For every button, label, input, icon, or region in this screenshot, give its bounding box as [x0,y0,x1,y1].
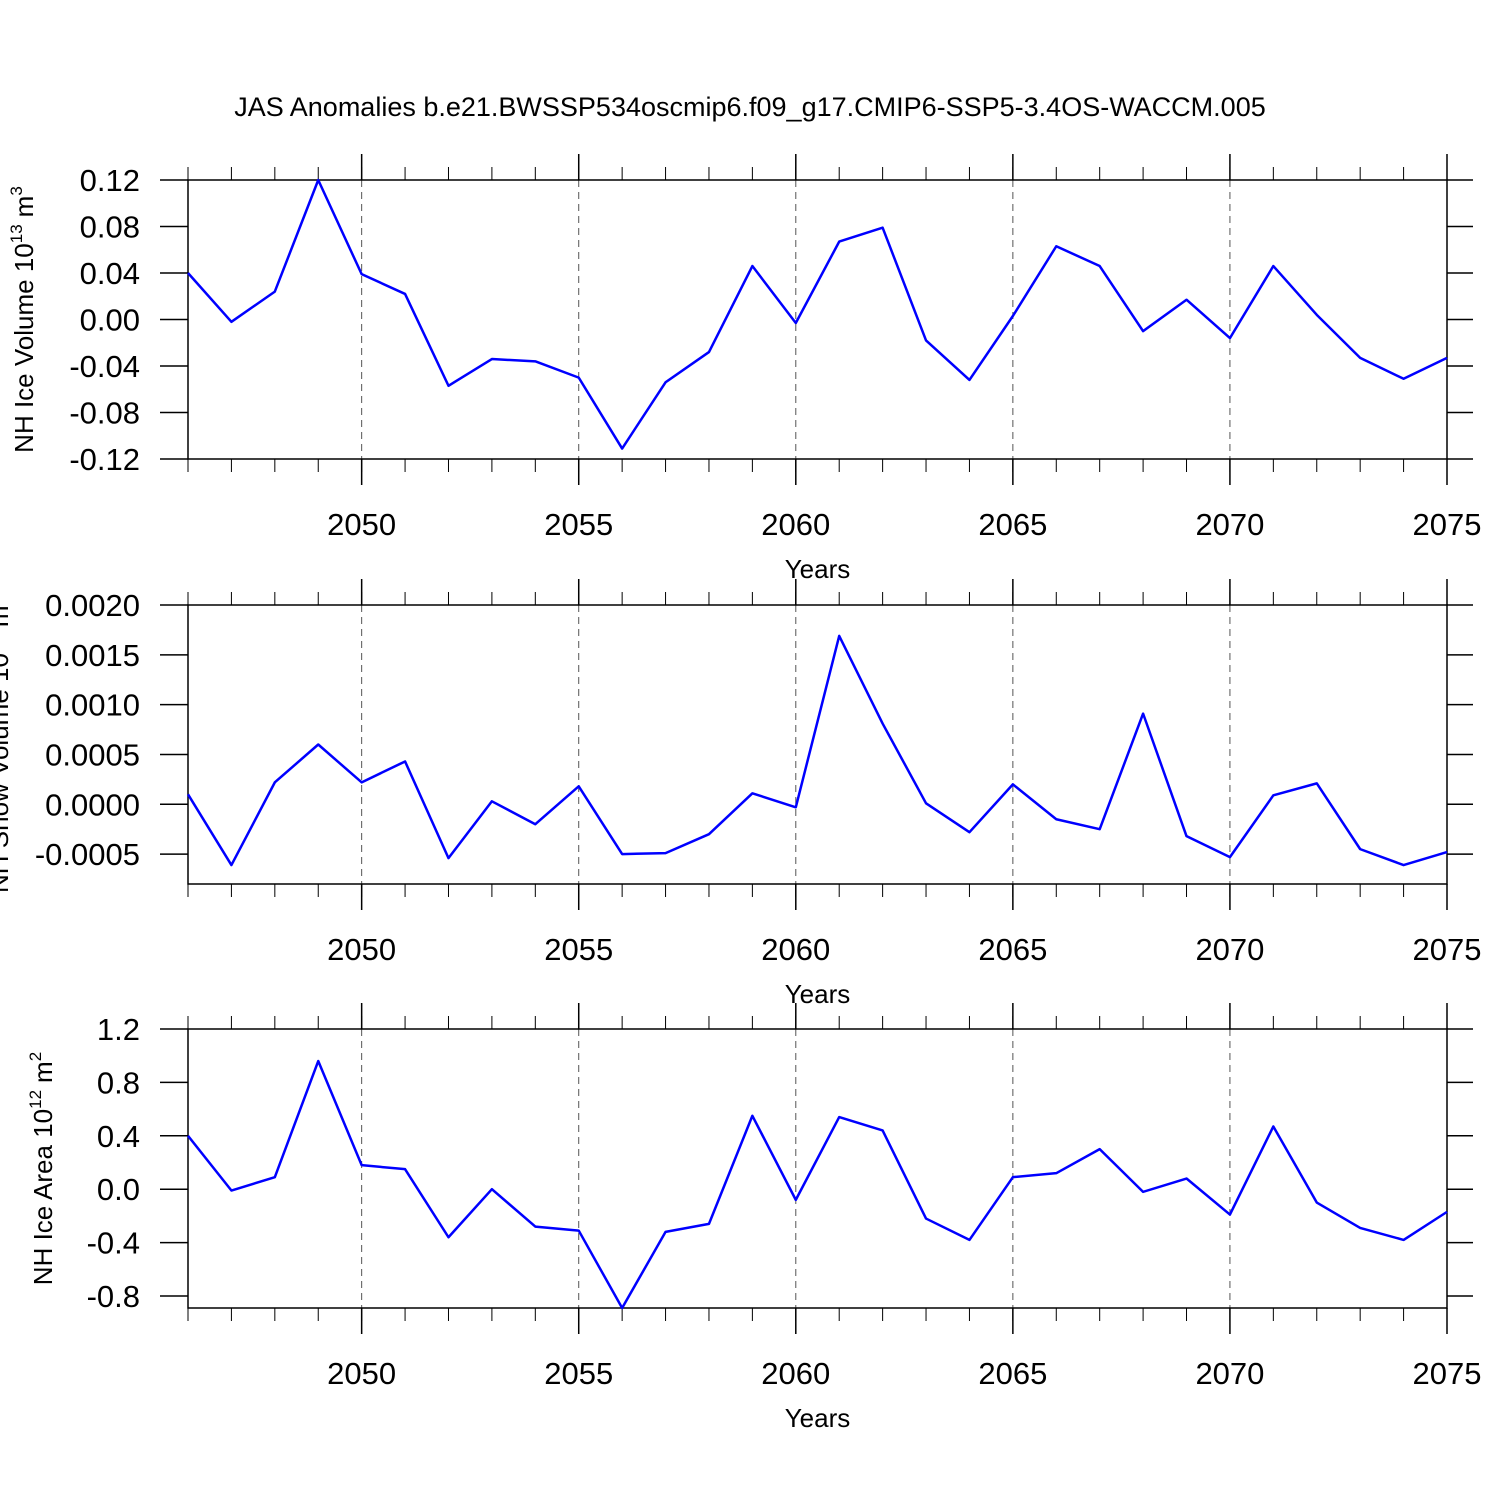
y-axis-label-unit: m [0,605,14,627]
plot-frame [187,604,1448,885]
y-axis-label-text: NH Ice Volume 10 [9,243,39,453]
y-tick-label: 0.0020 [45,588,140,623]
y-axis-label-text: NH Ice Area 10 [28,1109,58,1285]
y-axis-label: NH Ice Area 1012 m2 [26,1052,58,1285]
data-line [187,1059,1448,1310]
plot-frame [187,179,1448,460]
x-tick-label: 2065 [978,1356,1047,1391]
y-axis-label-exponent: 13 [0,634,1,653]
y-tick-label: -0.0005 [35,837,140,872]
x-axis-label: Years [785,979,851,1009]
x-tick-label: 2050 [327,932,396,967]
y-tick-label: 0.0 [97,1172,140,1207]
y-tick-label: 0.0005 [45,737,140,772]
y-axis-label: NH Ice Volume 1013 m3 [7,186,39,453]
x-axis-label: Years [785,554,851,584]
y-axis-label-unit-exponent: 3 [7,186,26,195]
x-tick-label: 2070 [1195,507,1264,542]
x-tick-label: 2055 [544,1356,613,1391]
x-tick-label: 2075 [1413,507,1482,542]
x-tick-label: 2060 [761,1356,830,1391]
x-tick-label: 2070 [1195,932,1264,967]
y-tick-label: 0.00 [80,303,140,338]
y-axis-label-exponent: 13 [7,224,26,243]
y-tick-label: -0.8 [87,1279,140,1314]
y-tick-label: 0.4 [97,1119,140,1154]
x-tick-label: 2075 [1413,932,1482,967]
x-axis-label: Years [785,1403,851,1433]
y-tick-label: -0.08 [69,396,140,431]
y-axis-label-unit-exponent: 2 [26,1052,45,1061]
data-line [187,178,1448,450]
y-tick-label: 0.8 [97,1065,140,1100]
y-axis-label: NH Snow Volume 1013 m3 [0,596,14,893]
figure-title: JAS Anomalies b.e21.BWSSP534oscmip6.f09_… [234,92,1265,122]
x-tick-label: 2060 [761,932,830,967]
x-tick-label: 2055 [544,932,613,967]
x-tick-label: 2065 [978,932,1047,967]
y-tick-label: 0.04 [80,256,140,291]
y-tick-label: -0.4 [87,1226,140,1261]
y-tick-label: 0.12 [80,163,140,198]
x-tick-label: 2050 [327,1356,396,1391]
y-tick-label: 0.08 [80,210,140,245]
y-axis-label-unit: m [9,196,39,218]
x-tick-label: 2075 [1413,1356,1482,1391]
y-tick-label: 1.2 [97,1012,140,1047]
y-axis-label-unit-exponent: 3 [0,596,1,605]
plot-frame [187,1028,1448,1309]
y-axis-label-text: NH Snow Volume 10 [0,653,14,893]
y-tick-label: 0.0000 [45,787,140,822]
data-line [186,634,1448,867]
y-tick-label: -0.04 [69,349,140,384]
y-axis-label-unit: m [28,1061,58,1083]
y-tick-label: 0.0010 [45,688,140,723]
y-tick-label: -0.12 [69,442,140,477]
x-tick-label: 2050 [327,507,396,542]
x-tick-label: 2060 [761,507,830,542]
y-axis-label-exponent: 12 [26,1090,45,1109]
x-tick-label: 2065 [978,507,1047,542]
x-tick-label: 2055 [544,507,613,542]
x-tick-label: 2070 [1195,1356,1264,1391]
y-tick-label: 0.0015 [45,638,140,673]
